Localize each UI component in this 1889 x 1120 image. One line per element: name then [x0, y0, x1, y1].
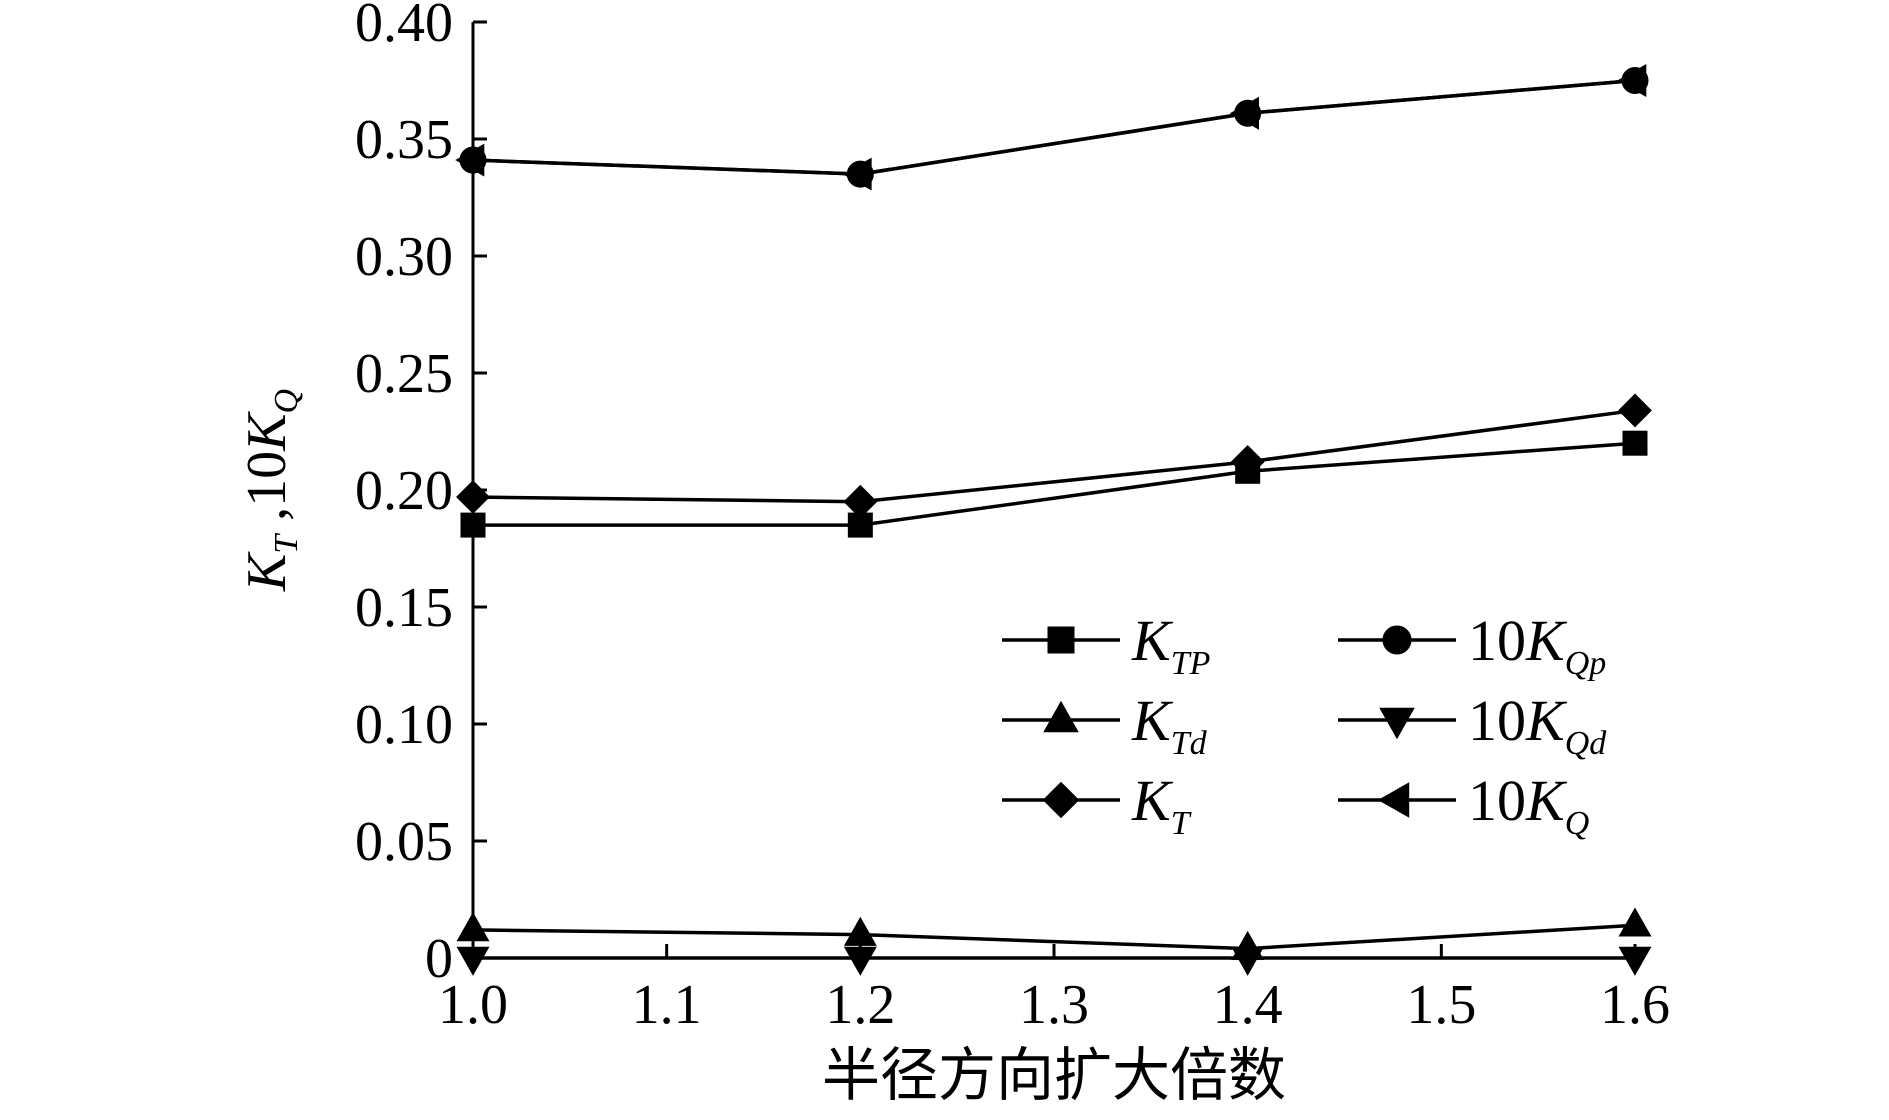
series-line-KQ — [472, 78, 1636, 176]
y-tick-label: 0.05 — [355, 811, 453, 873]
legend-label: 10KQp — [1468, 608, 1606, 682]
data-point-KQd — [843, 946, 877, 976]
y-tick-label: 0 — [425, 928, 453, 990]
legend-marker — [1043, 700, 1079, 733]
x-axis-title: 半径方向扩大倍数 — [822, 1041, 1286, 1109]
data-point-KQ — [1617, 64, 1647, 97]
legend-marker — [1377, 782, 1410, 818]
legend-label: KTP — [1131, 608, 1210, 682]
y-axis-title-k1: K — [236, 551, 298, 592]
data-point-KTd — [1618, 907, 1652, 937]
data-point-KTP — [1622, 430, 1648, 456]
legend-label: KT — [1131, 768, 1192, 842]
legend-marker — [1042, 781, 1080, 819]
y-axis-title-k2: K — [236, 411, 298, 452]
data-point-KT — [1230, 445, 1265, 479]
y-tick-label: 0.15 — [355, 577, 453, 639]
data-point-KT — [1618, 393, 1652, 428]
series-line-KT — [472, 408, 1636, 504]
legend-item: KTP — [1002, 608, 1210, 682]
y-axis-title-sub1: T — [268, 533, 305, 554]
y-tick-label: 0.25 — [355, 343, 453, 405]
data-point-KT — [843, 484, 878, 519]
series-line-KTd — [472, 923, 1636, 951]
legend-marker — [1382, 625, 1412, 655]
ticks: 0 0.05 0.10 0.15 0.20 0.25 0.30 0.35 0.40 1.0 1.1 1… — [355, 0, 1670, 1036]
y-tick-label: 0.10 — [355, 694, 453, 756]
data-point-KQ — [842, 157, 872, 191]
x-tick-label: 1.6 — [1600, 974, 1670, 1036]
x-tick-label: 1.2 — [825, 974, 895, 1036]
data-point-KQd — [1231, 946, 1265, 976]
y-axis-title: KT ,10KQ — [236, 389, 305, 592]
legend-item: 10KQp — [1338, 608, 1606, 682]
y-tick-label: 0.40 — [355, 0, 453, 54]
data-point-KQ — [455, 143, 485, 177]
x-tick-label: 1.5 — [1406, 974, 1476, 1036]
data-point-KTP — [460, 512, 486, 538]
legend-marker — [1379, 707, 1415, 740]
y-tick-label: 0.20 — [355, 460, 453, 522]
x-tick-label: 1.0 — [438, 974, 508, 1036]
y-tick-label: 0.30 — [355, 226, 453, 288]
series-layer — [455, 64, 1652, 976]
legend-label: KTd — [1131, 688, 1208, 762]
y-tick-label: 0.35 — [355, 109, 453, 171]
data-point-KTd — [456, 912, 490, 942]
y-axis-title-sub2: Q — [268, 389, 305, 414]
x-tick-label: 1.4 — [1213, 974, 1283, 1036]
data-point-KQd — [456, 946, 490, 976]
y-axis-title-sep: ,10 — [236, 451, 298, 535]
x-tick-label: 1.1 — [632, 974, 702, 1036]
series-line-KTP — [473, 441, 1636, 527]
data-point-KQd — [1618, 946, 1652, 976]
legend-item: 10KQd — [1338, 688, 1607, 762]
legend-label: 10KQd — [1468, 688, 1607, 762]
legend-marker — [1047, 626, 1075, 654]
legend-label: 10KQ — [1468, 768, 1589, 842]
data-point-KQ — [1229, 96, 1259, 130]
legend-item: KTd — [1002, 688, 1208, 762]
x-tick-label: 1.3 — [1019, 974, 1089, 1036]
data-point-KT — [456, 480, 490, 514]
legend-item: KT — [1002, 768, 1192, 842]
legend-item: 10KQ — [1338, 768, 1589, 842]
data-point-KTd — [843, 916, 877, 946]
axes — [471, 22, 1635, 960]
legend: KTP 10KQp KTd 10KQd KT 10KQ — [1002, 608, 1607, 842]
